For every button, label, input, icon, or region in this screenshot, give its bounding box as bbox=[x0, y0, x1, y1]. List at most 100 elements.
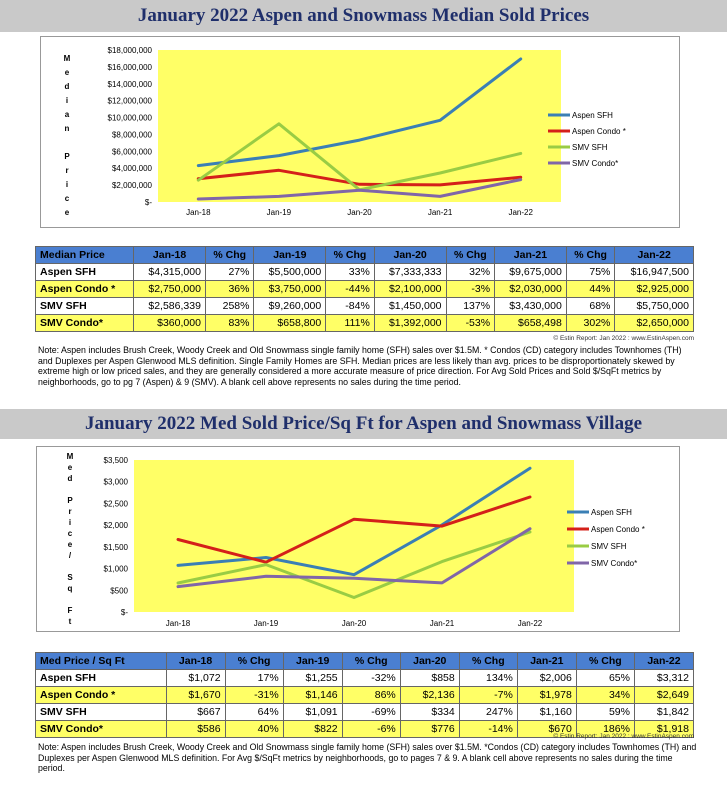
y-tick-label: $8,000,000 bbox=[112, 130, 153, 139]
table-cell: $9,260,000 bbox=[253, 297, 327, 315]
legend-label: SMV SFH bbox=[591, 542, 627, 551]
column-header: Jan-19 bbox=[253, 246, 327, 264]
y-axis-label-letter: e bbox=[68, 463, 73, 472]
series-line bbox=[176, 466, 532, 577]
y-tick-label: $12,000,000 bbox=[108, 97, 153, 106]
y-tick-label: $1,000 bbox=[104, 565, 129, 574]
table-cell: 68% bbox=[565, 297, 616, 315]
table-cell: $2,100,000 bbox=[373, 280, 447, 298]
y-tick-label: $3,000 bbox=[104, 478, 129, 487]
legend-label: Aspen SFH bbox=[572, 111, 613, 120]
x-tick-label: Jan-22 bbox=[518, 619, 543, 628]
table-row: SMV Condo* $360,000 83% $658,800 111% $1,392,… bbox=[34, 314, 694, 332]
series-line bbox=[176, 530, 532, 599]
table-cell: 33% bbox=[325, 263, 375, 281]
table-cell: $822 bbox=[282, 720, 343, 738]
table-cell: $1,918 bbox=[633, 720, 695, 738]
table-cell: $1,160 bbox=[516, 703, 577, 721]
column-header: % Chg bbox=[325, 246, 375, 264]
table-cell: 137% bbox=[445, 297, 496, 315]
table-cell: $334 bbox=[399, 703, 460, 721]
table-cell: $776 bbox=[399, 720, 460, 738]
table-cell: $2,030,000 bbox=[494, 280, 567, 298]
table-cell: -32% bbox=[341, 669, 401, 687]
table-row: Aspen SFH $1,072 17% $1,255 -32% $858 134% $2,0… bbox=[35, 669, 695, 687]
y-axis-label-letter: e bbox=[65, 208, 70, 217]
table-cell: 59% bbox=[575, 703, 635, 721]
row-label: SMV SFH bbox=[34, 297, 135, 315]
y-axis-label-letter: d bbox=[65, 82, 70, 91]
table-cell: 86% bbox=[341, 686, 401, 704]
table-cell: 302% bbox=[565, 314, 616, 332]
y-axis-label-letter: P bbox=[64, 152, 70, 161]
table-cell: 64% bbox=[224, 703, 284, 721]
legend-label: Aspen SFH bbox=[591, 508, 632, 517]
note-text: Note: Aspen includes Brush Creek, Woody … bbox=[38, 345, 682, 387]
y-axis-label-letter: / bbox=[69, 551, 72, 560]
column-header: % Chg bbox=[445, 246, 496, 264]
column-header: % Chg bbox=[341, 652, 401, 670]
table-cell: $360,000 bbox=[133, 314, 206, 332]
x-tick-label: Jan-20 bbox=[342, 619, 367, 628]
x-tick-label: Jan-20 bbox=[347, 208, 372, 217]
credit-line: © Estin Report: Jan 2022 : www.EstinAspe… bbox=[553, 733, 694, 740]
column-header: % Chg bbox=[458, 652, 518, 670]
y-axis-label-letter: a bbox=[65, 110, 70, 119]
table-cell: $3,750,000 bbox=[253, 280, 327, 298]
row-label: SMV Condo* bbox=[34, 314, 135, 332]
table-cell: $658,498 bbox=[494, 314, 567, 332]
table-cell: -7% bbox=[458, 686, 518, 704]
table-row: Aspen Condo * $2,750,000 36% $3,750,000 -44%… bbox=[34, 280, 694, 298]
legend-label: SMV Condo* bbox=[591, 559, 637, 568]
column-header: % Chg bbox=[204, 246, 255, 264]
y-tick-label: $2,000,000 bbox=[112, 181, 153, 190]
column-header: Jan-21 bbox=[516, 652, 577, 670]
y-tick-label: $3,500 bbox=[104, 456, 129, 465]
table-cell: $16,947,500 bbox=[614, 263, 694, 281]
y-tick-label: $1,500 bbox=[104, 543, 129, 552]
table-cell: $2,136 bbox=[399, 686, 460, 704]
table-row: SMV SFH $667 64% $1,091 -69% $334 247% $1,160 59… bbox=[35, 703, 695, 721]
table-cell: $2,649 bbox=[633, 686, 695, 704]
table-cell: -6% bbox=[341, 720, 401, 738]
y-tick-label: $2,000 bbox=[104, 521, 129, 530]
table-cell: $3,430,000 bbox=[494, 297, 567, 315]
table-cell: $1,450,000 bbox=[373, 297, 447, 315]
x-tick-label: Jan-18 bbox=[166, 619, 191, 628]
y-axis-label-letter: e bbox=[65, 68, 70, 77]
column-header: Jan-20 bbox=[373, 246, 447, 264]
y-tick-label: $500 bbox=[110, 586, 128, 595]
table-cell: 40% bbox=[224, 720, 284, 738]
table-cell: -44% bbox=[325, 280, 375, 298]
table-cell: $2,750,000 bbox=[133, 280, 206, 298]
x-tick-label: Jan-21 bbox=[428, 208, 453, 217]
series-line bbox=[196, 178, 523, 201]
table-cell: 83% bbox=[204, 314, 255, 332]
y-axis-label-letter: i bbox=[66, 96, 68, 105]
table-cell: $658,800 bbox=[253, 314, 327, 332]
column-header: Jan-18 bbox=[165, 652, 226, 670]
table-cell: -69% bbox=[341, 703, 401, 721]
column-header: % Chg bbox=[575, 652, 635, 670]
series-line bbox=[176, 495, 532, 564]
median-price-chart: $- $2,000,000 $4,000,000 $6,000,000 $8,000,0… bbox=[40, 36, 680, 228]
table-cell: $4,315,000 bbox=[133, 263, 206, 281]
table-cell: 17% bbox=[224, 669, 284, 687]
chart-title-price-per-sqft: January 2022 Med Sold Price/Sq Ft for As… bbox=[0, 409, 727, 439]
x-tick-label: Jan-21 bbox=[430, 619, 455, 628]
column-header: Jan-20 bbox=[399, 652, 460, 670]
y-tick-label: $10,000,000 bbox=[108, 114, 153, 123]
y-tick-label: $4,000,000 bbox=[112, 164, 153, 173]
table-cell: 34% bbox=[575, 686, 635, 704]
table-cell: $3,312 bbox=[633, 669, 695, 687]
y-axis-label-letter: i bbox=[66, 180, 68, 189]
column-header: Jan-22 bbox=[614, 246, 694, 264]
y-axis-label-letter: i bbox=[69, 518, 71, 527]
price-per-sqft-chart-svg: $- $500 $1,000 $1,500 $2,000 $2,500 $3,000 $3,5… bbox=[67, 452, 645, 628]
median-price-table: Median Price Jan-18% Chg Jan-19% Chg Jan-20… bbox=[34, 246, 694, 332]
y-axis-label-letter: r bbox=[68, 507, 71, 516]
row-label: Aspen Condo * bbox=[35, 686, 167, 704]
table-row: SMV SFH $2,586,339 258% $9,260,000 -84% $1,45… bbox=[34, 297, 694, 315]
table-cell: $1,842 bbox=[633, 703, 695, 721]
price-per-sqft-chart: $- $500 $1,000 $1,500 $2,000 $2,500 $3,000 $3,5… bbox=[36, 446, 680, 632]
